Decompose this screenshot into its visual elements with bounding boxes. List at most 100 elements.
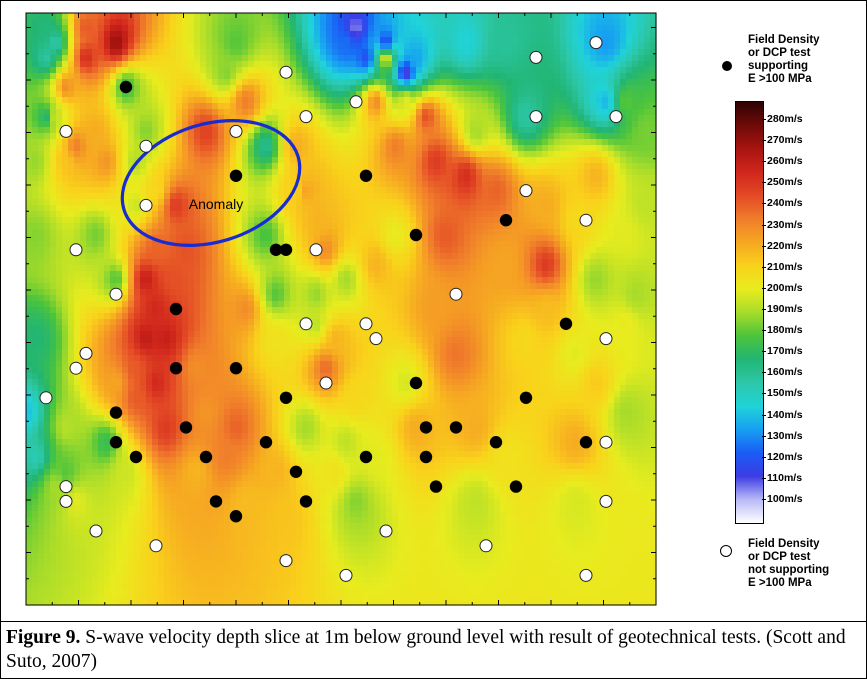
heatmap-cell xyxy=(560,277,567,284)
heatmap-cell xyxy=(524,73,531,80)
heatmap-cell xyxy=(308,187,315,194)
heatmap-cell xyxy=(44,199,51,206)
heatmap-cell xyxy=(122,265,129,272)
heatmap-cell xyxy=(254,85,261,92)
heatmap-cell xyxy=(380,241,387,248)
heatmap-cell xyxy=(572,235,579,242)
heatmap-cell xyxy=(650,271,657,278)
heatmap-cell xyxy=(368,181,375,188)
heatmap-cell xyxy=(542,289,549,296)
heatmap-cell xyxy=(170,43,177,50)
heatmap-cell xyxy=(74,13,81,20)
heatmap-cell xyxy=(236,139,243,146)
heatmap-cell xyxy=(410,265,417,272)
heatmap-cell xyxy=(566,235,573,242)
heatmap-cell xyxy=(140,67,147,74)
heatmap-cell xyxy=(314,97,321,104)
heatmap-cell xyxy=(422,235,429,242)
heatmap-cell xyxy=(26,43,33,50)
heatmap-cell xyxy=(572,91,579,98)
heatmap-cell xyxy=(554,241,561,248)
heatmap-cell xyxy=(596,163,603,170)
heatmap-cell xyxy=(290,13,297,20)
heatmap-cell xyxy=(440,163,447,170)
heatmap-cell xyxy=(440,37,447,44)
heatmap-cell xyxy=(98,223,105,230)
heatmap-cell xyxy=(650,163,657,170)
heatmap-cell xyxy=(560,271,567,278)
heatmap-cell xyxy=(374,37,381,44)
heatmap-cell xyxy=(194,247,201,254)
heatmap-cell xyxy=(128,151,135,158)
heatmap-cell xyxy=(356,211,363,218)
heatmap-cell xyxy=(224,277,231,284)
heatmap-cell xyxy=(494,91,501,98)
heatmap-cell xyxy=(74,133,81,140)
heatmap-cell xyxy=(308,229,315,236)
heatmap-cell xyxy=(452,169,459,176)
heatmap-cell xyxy=(638,115,645,122)
heatmap-cell xyxy=(386,127,393,134)
heatmap-cell xyxy=(386,193,393,200)
heatmap-cell xyxy=(278,133,285,140)
heatmap-cell xyxy=(32,73,39,80)
heatmap-cell xyxy=(362,139,369,146)
heatmap-cell xyxy=(164,157,171,164)
heatmap-cell xyxy=(260,229,267,236)
heatmap-cell xyxy=(620,25,627,32)
heatmap-cell xyxy=(464,157,471,164)
heatmap-cell xyxy=(560,25,567,32)
heatmap-cell xyxy=(542,139,549,146)
heatmap-cell xyxy=(416,127,423,134)
heatmap-cell xyxy=(320,259,327,266)
heatmap-cell xyxy=(224,157,231,164)
heatmap-cell xyxy=(500,283,507,290)
heatmap-cell xyxy=(614,253,621,260)
heatmap-cell xyxy=(110,127,117,134)
heatmap-cell xyxy=(494,169,501,176)
heatmap-cell xyxy=(302,193,309,200)
heatmap-cell xyxy=(548,31,555,38)
heatmap-cell xyxy=(68,259,75,266)
heatmap-cell xyxy=(80,271,87,278)
heatmap-cell xyxy=(524,31,531,38)
heatmap-cell xyxy=(200,295,207,302)
heatmap-cell xyxy=(302,25,309,32)
heatmap-cell xyxy=(548,247,555,254)
heatmap-cell xyxy=(170,271,177,278)
heatmap-cell xyxy=(398,277,405,284)
heatmap-cell xyxy=(392,103,399,110)
heatmap-cell xyxy=(524,283,531,290)
heatmap-cell xyxy=(470,31,477,38)
heatmap-cell xyxy=(446,91,453,98)
heatmap-cell xyxy=(128,199,135,206)
heatmap-cell xyxy=(206,187,213,194)
heatmap-cell xyxy=(362,127,369,134)
heatmap-cell xyxy=(512,181,519,188)
heatmap-cell xyxy=(206,19,213,26)
heatmap-cell xyxy=(86,97,93,104)
heatmap-cell xyxy=(554,151,561,158)
heatmap-cell xyxy=(92,115,99,122)
heatmap-cell xyxy=(80,295,87,302)
heatmap-cell xyxy=(554,277,561,284)
heatmap-cell xyxy=(356,109,363,116)
heatmap-cell xyxy=(602,253,609,260)
heatmap-cell xyxy=(410,187,417,194)
heatmap-cell xyxy=(146,295,153,302)
heatmap-cell xyxy=(74,61,81,68)
heatmap-cell xyxy=(512,121,519,128)
heatmap-cell xyxy=(602,289,609,296)
heatmap-cell xyxy=(302,97,309,104)
heatmap-cell xyxy=(110,283,117,290)
heatmap-cell xyxy=(200,169,207,176)
heatmap-cell xyxy=(458,235,465,242)
heatmap-cell xyxy=(26,283,33,290)
heatmap-cell xyxy=(98,253,105,260)
heatmap-cell xyxy=(626,19,633,26)
heatmap-cell xyxy=(236,193,243,200)
heatmap-cell xyxy=(230,163,237,170)
heatmap-cell xyxy=(296,199,303,206)
heatmap-cell xyxy=(212,169,219,176)
heatmap-cell xyxy=(512,265,519,272)
